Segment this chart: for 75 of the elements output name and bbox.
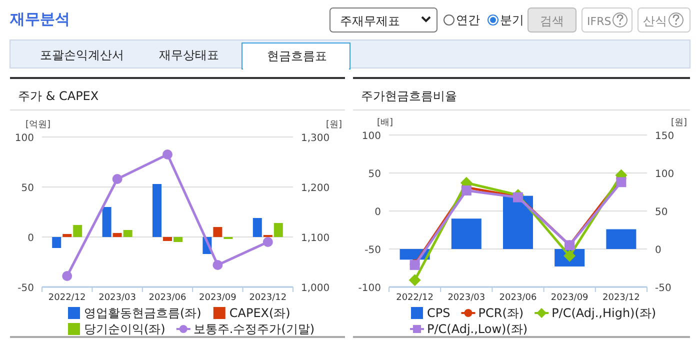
x-tick-label: 2023/03: [448, 293, 486, 303]
chart-title: 주가 & CAPEX: [18, 89, 99, 103]
x-tick-label: 2023/06: [148, 293, 186, 303]
y-tick-label: 50: [21, 183, 34, 194]
bar: [62, 234, 72, 237]
bar: [102, 207, 112, 237]
y2-tick-label: 1,000: [301, 283, 330, 294]
text: 재무분석: [9, 10, 70, 28]
legend-label: 당기순이익(좌): [84, 322, 166, 336]
x-tick-label: 2023/12: [602, 293, 640, 303]
text: 산식: [643, 14, 667, 28]
y2-tick-label: 150: [655, 131, 674, 142]
bar: [52, 237, 62, 248]
bar: [503, 196, 533, 249]
legend-label: 보통주.수정주가(기말): [193, 322, 315, 336]
x-tick-label: 2023/12: [249, 293, 287, 303]
bar: [123, 230, 132, 237]
text: 재무상태표: [159, 48, 219, 62]
point: [408, 274, 421, 286]
y2-tick-label: 1,200: [301, 183, 330, 194]
bar: [152, 184, 162, 237]
y-tick-label: 0: [28, 233, 34, 244]
y2-tick-label: 1,300: [301, 133, 330, 144]
y2-axis-title: [원]: [670, 118, 687, 128]
y2-tick-label: -50: [655, 283, 672, 294]
point: [616, 177, 626, 188]
y-tick-label: 0: [374, 207, 381, 218]
point: [461, 185, 472, 196]
point: [112, 174, 122, 184]
point: [62, 271, 72, 281]
text: 분기: [500, 13, 524, 27]
text: 검색: [540, 14, 564, 28]
legend-label: P/C(Adj.,High)(좌): [552, 306, 656, 320]
y-tick-label: -50: [18, 283, 34, 294]
x-tick-label: 2023/09: [550, 293, 589, 303]
legend-label: CPS: [427, 306, 450, 320]
text: 현금흐름표: [267, 49, 327, 63]
text: 주재무제표: [340, 14, 400, 28]
legend-label: PCR(좌): [478, 306, 524, 320]
chart-title: 주가현금흐름비율: [361, 89, 457, 103]
legend-label: 영업활동현금흐름(좌): [84, 306, 202, 320]
point: [212, 260, 223, 270]
y2-tick-label: 0: [655, 245, 662, 256]
y2-tick-label: 1,100: [301, 233, 330, 244]
bar: [213, 227, 222, 237]
y-tick-label: 50: [368, 169, 381, 180]
y-tick-label: -50: [364, 245, 381, 256]
bar: [73, 225, 82, 237]
bar: [252, 218, 262, 237]
y2-tick-label: 100: [655, 169, 674, 180]
legend-label: CAPEX(좌): [229, 306, 290, 320]
point: [262, 237, 273, 247]
y-tick-label: -100: [358, 283, 381, 294]
bar: [274, 223, 283, 237]
point: [162, 150, 172, 160]
text: 연간: [456, 13, 480, 27]
y2-axis-title: [원]: [326, 120, 342, 130]
x-tick-label: 2022/12: [396, 293, 434, 303]
x-tick-label: 2023/09: [199, 293, 237, 303]
y-axis-title: [배]: [376, 118, 394, 128]
bar: [163, 237, 172, 241]
y-axis-title: [억원]: [25, 120, 51, 130]
x-tick-label: 2023/06: [499, 293, 537, 303]
bar: [451, 218, 482, 249]
bar: [112, 233, 122, 237]
text: 포괄손익계산서: [40, 48, 124, 62]
y-tick-label: 100: [14, 133, 34, 144]
x-tick-label: 2023/03: [98, 293, 136, 303]
x-tick-label: 2022/12: [48, 293, 86, 303]
legend-label: P/C(Adj.,Low)(좌): [427, 322, 528, 336]
bar: [174, 237, 182, 242]
bar: [606, 229, 636, 249]
y-tick-label: 100: [362, 131, 381, 142]
y2-tick-label: 50: [655, 207, 668, 218]
text: IFRS: [587, 15, 612, 28]
